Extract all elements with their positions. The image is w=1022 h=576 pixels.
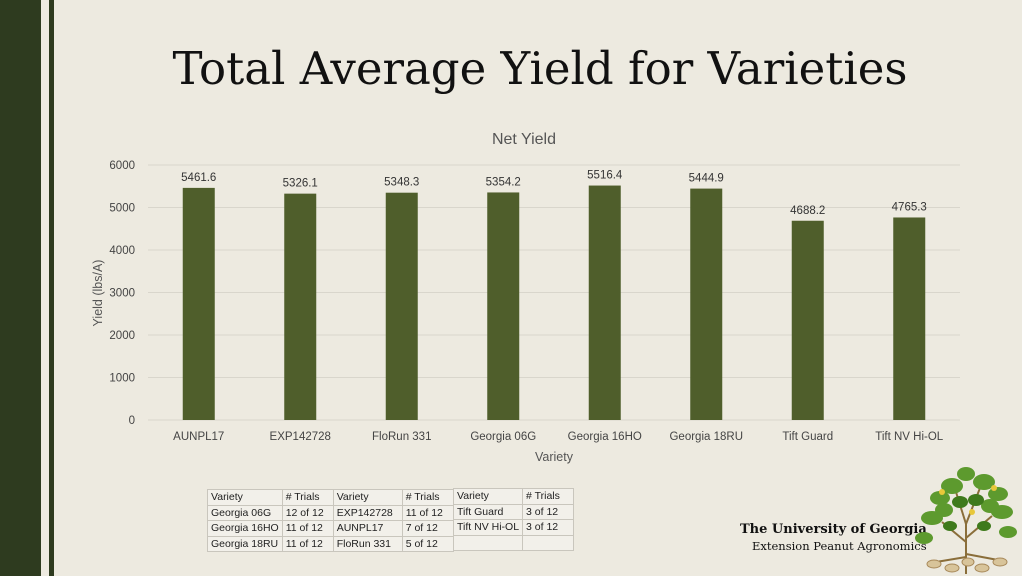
table-row: Georgia 06G 12 of 12 EXP142728 11 of 12 [207,504,454,521]
bar [791,220,824,420]
x-axis-ticks: AUNPL17 EXP142728 FloRun 331 Georgia 06G Geo… [173,431,944,443]
organization-subtitle: Extension Peanut Agronomics [752,539,927,553]
x-tick-label: EXP142728 [270,431,331,443]
y-tick-label: 3000 [109,288,135,300]
chart-bars [182,185,926,420]
bar-value-label: 4688.2 [790,205,825,217]
table-cell: 11 of 12 [401,504,454,521]
table-cell: Georgia 06G [207,504,283,521]
bar [588,185,621,420]
bar-value-label: 5461.6 [181,172,216,184]
x-tick-label: Tift Guard [782,431,833,443]
table-cell: EXP142728 [332,504,403,521]
table-cell: 3 of 12 [522,519,575,536]
chart-gridlines [148,164,960,421]
table-row: Tift Guard 3 of 12 [452,503,575,520]
y-tick-label: 4000 [109,245,135,257]
sidebar-dark-stripe [0,0,41,576]
sidebar-thin-stripe [49,0,54,576]
bar-value-label: 5354.2 [486,176,521,188]
y-tick-label: 5000 [109,203,135,215]
y-axis-label: Yield (lbs/A) [91,260,105,327]
x-axis-label: Variety [535,450,574,464]
y-tick-label: 0 [129,415,135,427]
peanut-plant-illustration [915,467,1017,574]
y-tick-label: 6000 [109,160,135,172]
organization-name: The University of Georgia [740,522,927,537]
table-cell: Georgia 18RU [207,535,283,552]
table-header-row: Variety # Trials Variety # Trials [207,489,454,506]
trials-table-1: Variety # Trials Variety # Trials Georgi… [207,489,454,552]
bar-value-labels: 5461.6 5326.1 5348.3 5354.2 5516.4 5444.9 4688… [181,170,927,217]
x-tick-label: AUNPL17 [173,431,224,443]
bar [690,188,723,420]
bar-value-label: 4765.3 [892,201,927,213]
header-cell: # Trials [401,489,454,506]
bar-value-label: 5444.9 [689,173,724,185]
table-cell: FloRun 331 [332,535,403,552]
table-header-row: Variety # Trials [452,488,575,505]
table-cell: Tift Guard [452,503,524,520]
bar [182,187,215,420]
x-tick-label: FloRun 331 [372,431,431,443]
header-cell: Variety [207,489,283,506]
net-yield-chart: Net Yield 0 1000 2000 3000 4000 5000 6000 5461… [91,131,960,464]
table-cell [522,534,575,551]
header-cell: # Trials [281,489,334,506]
bar [284,193,317,420]
x-tick-label: Georgia 16HO [568,431,642,443]
bar-value-label: 5326.1 [283,178,318,190]
bar-value-label: 5348.3 [384,177,419,189]
chart-title: Net Yield [492,131,556,148]
header-cell: # Trials [522,488,575,505]
table-cell: 3 of 12 [522,503,575,520]
x-tick-label: Georgia 06G [470,431,536,443]
table-cell: 11 of 12 [281,535,334,552]
table-cell: 7 of 12 [401,520,454,537]
bar [385,192,418,420]
bar [487,192,520,420]
trials-table-2: Variety # Trials Tift Guard 3 of 12 Tift… [452,488,575,551]
table-row: Tift NV Hi-OL 3 of 12 [452,519,575,536]
header-cell: Variety [452,488,524,505]
y-tick-label: 2000 [109,330,135,342]
slide-title: Total Average Yield for Varieties [172,42,908,95]
bar [893,217,926,420]
table-cell: 5 of 12 [401,535,454,552]
table-row [452,534,575,551]
y-tick-label: 1000 [109,373,135,385]
table-row: Georgia 16HO 11 of 12 AUNPL17 7 of 12 [207,520,454,537]
table-cell: AUNPL17 [332,520,403,537]
table-cell: 11 of 12 [281,520,334,537]
sidebar-gap-stripe [41,0,49,576]
table-cell: Georgia 16HO [207,520,283,537]
bar-value-label: 5516.4 [587,170,623,182]
table-cell [452,534,524,551]
table-row: Georgia 18RU 11 of 12 FloRun 331 5 of 12 [207,535,454,552]
x-tick-label: Tift NV Hi-OL [875,431,944,443]
table-cell: Tift NV Hi-OL [452,519,524,536]
table-cell: 12 of 12 [281,504,334,521]
x-tick-label: Georgia 18RU [669,431,743,443]
header-cell: Variety [332,489,403,506]
y-axis-ticks: 0 1000 2000 3000 4000 5000 6000 [109,160,135,427]
